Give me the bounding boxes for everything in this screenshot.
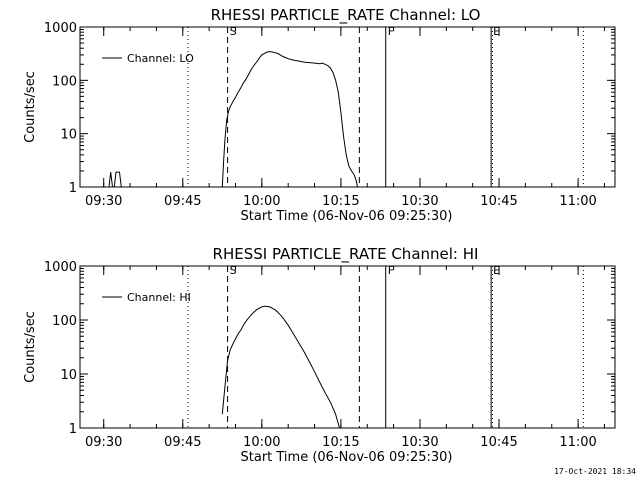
y-tick-label: 10 bbox=[60, 128, 77, 143]
chart-panel-1: RHESSI PARTICLE_RATE Channel: HI 1 10 100 10… bbox=[23, 245, 616, 465]
plot-frame bbox=[79, 26, 616, 188]
x-axis-label: Start Time (06-Nov-06 09:25:30) bbox=[241, 450, 453, 465]
annotation-label: E bbox=[493, 264, 500, 277]
chart-panel-0: RHESSI PARTICLE_RATE Channel: LO 1 10 100 10… bbox=[23, 6, 616, 224]
x-tick-label: 09:30 bbox=[85, 435, 122, 450]
y-tick-label: 1 bbox=[69, 422, 77, 437]
series-line bbox=[221, 305, 341, 429]
chart-title: RHESSI PARTICLE_RATE Channel: HI bbox=[213, 245, 479, 264]
x-tick-label: 10:00 bbox=[243, 194, 280, 209]
y-axis-label: Counts/sec bbox=[23, 311, 38, 383]
timestamp: 17-Oct-2021 18:34 bbox=[554, 467, 636, 476]
legend-label: Channel: HI bbox=[127, 291, 191, 304]
annotation-label: F bbox=[388, 25, 394, 38]
x-tick-label: 11:00 bbox=[559, 435, 596, 450]
annotation-label: E bbox=[493, 25, 500, 38]
x-tick-label: 10:00 bbox=[243, 435, 280, 450]
annotation-label: S bbox=[230, 25, 237, 38]
series-line bbox=[108, 51, 360, 188]
y-axis-label: Counts/sec bbox=[23, 71, 38, 143]
y-tick-label: 100 bbox=[52, 74, 77, 89]
annotation-label: S bbox=[230, 264, 237, 277]
legend-label: Channel: LO bbox=[127, 52, 194, 65]
x-tick-label: 10:15 bbox=[322, 435, 359, 450]
x-tick-label: 09:45 bbox=[164, 435, 201, 450]
x-tick-label: 09:30 bbox=[85, 194, 122, 209]
x-tick-label: 11:00 bbox=[559, 194, 596, 209]
x-tick-label: 10:45 bbox=[480, 435, 517, 450]
y-tick-label: 1000 bbox=[44, 21, 77, 36]
plot-frame bbox=[79, 265, 616, 429]
x-tick-label: 10:45 bbox=[480, 194, 517, 209]
y-tick-label: 10 bbox=[60, 368, 77, 383]
y-tick-label: 1000 bbox=[44, 260, 77, 275]
y-tick-label: 1 bbox=[69, 181, 77, 196]
annotation-label: F bbox=[388, 264, 394, 277]
x-tick-label: 10:15 bbox=[322, 194, 359, 209]
chart-title: RHESSI PARTICLE_RATE Channel: LO bbox=[211, 6, 481, 25]
x-tick-label: 10:30 bbox=[401, 194, 438, 209]
y-tick-label: 100 bbox=[52, 314, 77, 329]
x-axis-label: Start Time (06-Nov-06 09:25:30) bbox=[241, 209, 453, 224]
x-tick-label: 10:30 bbox=[401, 435, 438, 450]
x-tick-label: 09:45 bbox=[164, 194, 201, 209]
